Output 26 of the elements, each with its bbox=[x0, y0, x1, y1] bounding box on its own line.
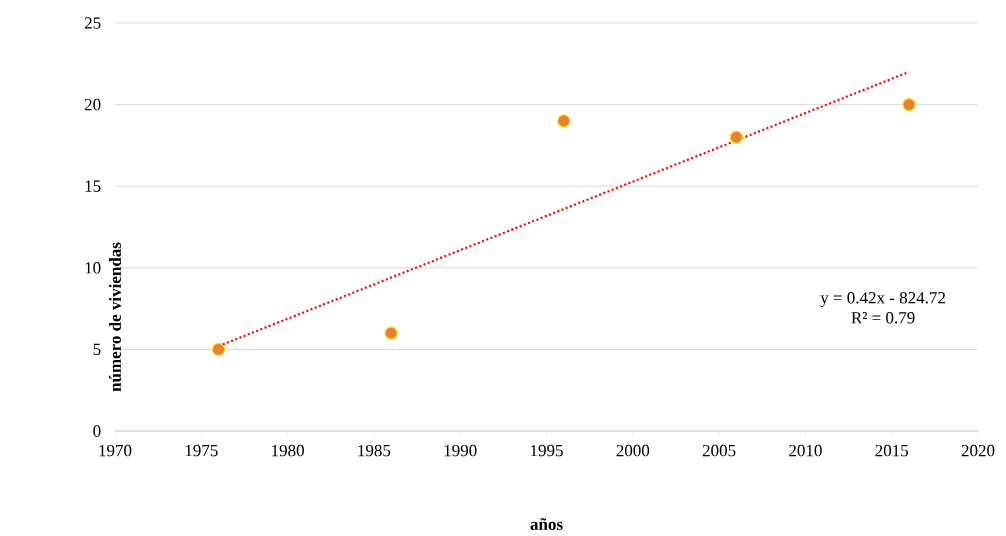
x-tick-label: 2005 bbox=[702, 445, 736, 457]
x-tick-label: 2000 bbox=[616, 445, 650, 457]
annotation: R² = 0.79 bbox=[851, 312, 915, 324]
y-tick-label: 0 bbox=[93, 425, 101, 437]
y-tick-label: 10 bbox=[85, 262, 101, 274]
y-axis-title: número de viviendas bbox=[108, 242, 122, 392]
x-tick-label: 1970 bbox=[99, 445, 132, 457]
y-tick-label: 25 bbox=[84, 17, 101, 29]
x-tick-label: 1985 bbox=[358, 445, 391, 457]
x-tick-label: 2020 bbox=[961, 445, 995, 457]
x-tick-label: 1995 bbox=[531, 445, 563, 457]
x-tick-label: 2010 bbox=[789, 445, 822, 457]
x-tick-label: 2015 bbox=[875, 445, 909, 457]
annotation: y = 0.42x - 824.72 bbox=[820, 292, 945, 308]
x-tick-label: 1990 bbox=[444, 445, 477, 457]
point bbox=[384, 326, 398, 340]
x-axis-title: años bbox=[530, 518, 563, 531]
point bbox=[729, 130, 743, 144]
y-tick-label: 5 bbox=[93, 343, 101, 356]
point bbox=[557, 114, 571, 128]
y-tick-label: 15 bbox=[85, 180, 101, 193]
point bbox=[902, 98, 916, 112]
point bbox=[211, 342, 226, 357]
y-tick-label: 20 bbox=[84, 99, 101, 111]
x-tick-label: 1975 bbox=[185, 445, 218, 457]
x-tick-label: 1980 bbox=[272, 445, 304, 457]
